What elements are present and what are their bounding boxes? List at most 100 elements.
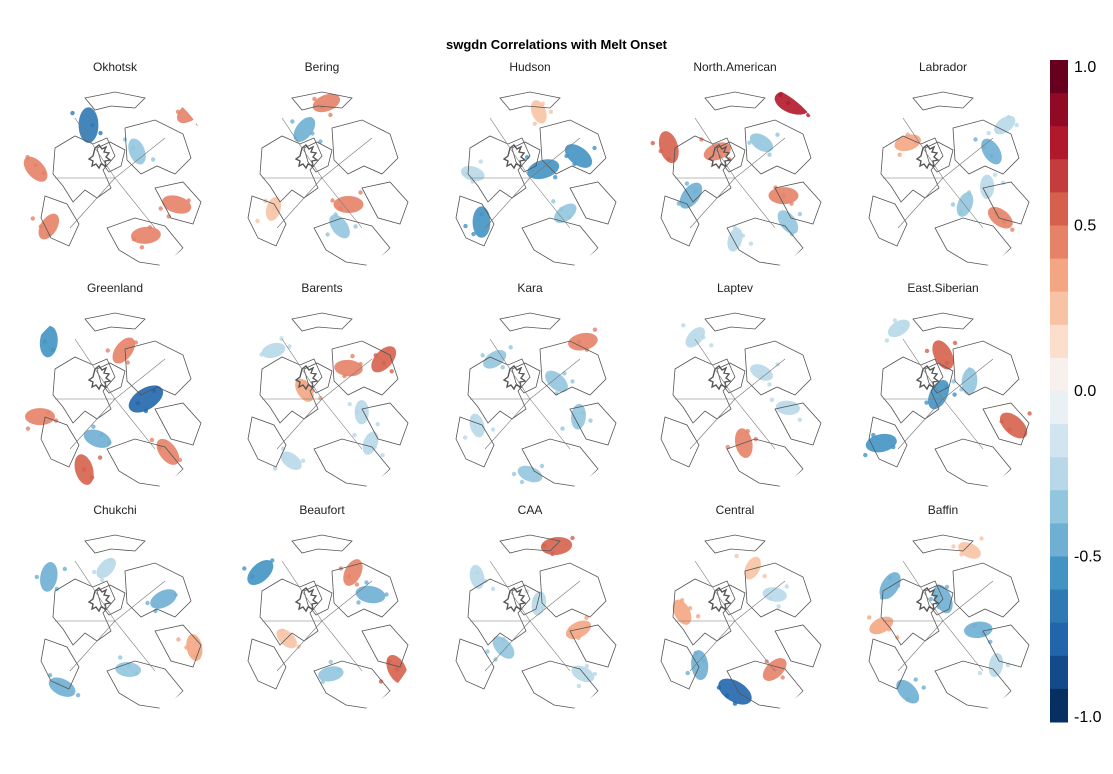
correlation-patch xyxy=(247,559,274,586)
correlation-patch xyxy=(280,451,302,470)
coastline xyxy=(331,119,399,175)
correlation-patch xyxy=(293,117,316,142)
correlation-speck xyxy=(325,232,330,237)
correlation-speck xyxy=(740,233,746,238)
polar-map xyxy=(867,534,1030,710)
correlation-speck xyxy=(900,326,906,331)
correlation-speck xyxy=(951,544,956,549)
correlation-speck xyxy=(30,216,35,221)
correlation-patch xyxy=(48,677,76,697)
correlation-speck xyxy=(576,635,581,640)
correlation-speck xyxy=(532,597,537,602)
coastline xyxy=(84,91,146,111)
panel-title: Kara xyxy=(517,281,543,295)
coastline xyxy=(40,416,80,468)
panel-title: CAA xyxy=(517,503,543,517)
colorbar-segment xyxy=(1050,93,1068,127)
correlation-speck xyxy=(328,659,333,665)
correlation-speck xyxy=(905,697,910,702)
correlation-speck xyxy=(1002,219,1007,224)
correlation-speck xyxy=(685,670,690,676)
correlation-speck xyxy=(356,600,361,605)
correlation-speck xyxy=(470,415,476,420)
correlation-speck xyxy=(394,667,400,672)
coastline xyxy=(569,181,617,225)
correlation-speck xyxy=(891,444,896,450)
map-panel: Barents xyxy=(222,281,422,503)
coastline xyxy=(313,217,391,267)
correlation-speck xyxy=(551,199,556,204)
correlation-speck xyxy=(580,410,585,415)
correlation-speck xyxy=(287,344,292,349)
map-panel: Kara xyxy=(430,281,630,503)
correlation-speck xyxy=(203,101,209,106)
correlation-speck xyxy=(358,361,363,367)
correlation-speck xyxy=(389,369,394,374)
correlation-speck xyxy=(701,335,706,340)
coastline xyxy=(313,438,391,488)
map-panel: Beaufort xyxy=(222,503,422,725)
correlation-speck xyxy=(570,535,575,541)
correlation-patch xyxy=(492,636,515,659)
coastline xyxy=(52,135,116,203)
colorbar-tick-label: 0.0 xyxy=(1074,383,1096,400)
map-panel: Bering xyxy=(222,60,422,282)
correlation-patch xyxy=(571,403,586,430)
correlation-speck xyxy=(979,536,984,541)
correlation-patch xyxy=(333,196,364,213)
correlation-speck xyxy=(139,245,145,250)
correlation-patch xyxy=(25,408,55,426)
correlation-speck xyxy=(952,392,957,397)
correlation-speck xyxy=(312,96,317,102)
correlation-speck xyxy=(553,175,558,180)
colorbar-tick-label: 1.0 xyxy=(1074,60,1096,76)
coastline xyxy=(511,141,541,173)
correlation-speck xyxy=(745,428,750,434)
correlation-speck xyxy=(100,577,105,583)
correlation-patch xyxy=(879,572,901,600)
correlation-speck xyxy=(778,92,783,98)
correlation-speck xyxy=(764,659,769,664)
correlation-patch xyxy=(128,138,146,165)
correlation-speck xyxy=(318,139,323,144)
coastline xyxy=(521,217,599,267)
correlation-patch xyxy=(162,195,192,214)
correlation-patch xyxy=(112,337,136,364)
region-boundary xyxy=(675,117,786,229)
correlation-speck xyxy=(192,653,197,658)
correlation-patch xyxy=(750,364,773,381)
coastline xyxy=(52,578,116,646)
correlation-speck xyxy=(75,693,81,698)
correlation-patch xyxy=(727,227,743,252)
correlation-patch xyxy=(564,144,593,168)
coastline xyxy=(247,638,287,690)
region-boundary xyxy=(262,117,373,229)
coastline xyxy=(660,195,700,247)
correlation-speck xyxy=(352,432,357,438)
correlation-speck xyxy=(50,347,55,352)
correlation-speck xyxy=(913,140,918,145)
correlation-patch xyxy=(329,214,350,239)
colorbar-segment xyxy=(1050,324,1068,359)
correlation-speck xyxy=(346,574,352,579)
correlation-speck xyxy=(548,109,553,114)
map-panel: Okhotsk xyxy=(15,60,215,282)
correlation-patch xyxy=(777,210,799,234)
correlation-patch xyxy=(545,370,568,393)
correlation-speck xyxy=(462,171,467,176)
region-boundary xyxy=(55,338,166,450)
correlation-patch xyxy=(472,206,491,238)
coastline xyxy=(912,91,974,111)
correlation-speck xyxy=(355,410,360,415)
correlation-speck xyxy=(62,566,67,572)
correlation-speck xyxy=(280,628,285,633)
coastline xyxy=(96,362,126,394)
correlation-patch xyxy=(987,206,1013,229)
correlation-patch xyxy=(334,359,363,377)
correlation-speck xyxy=(692,189,698,194)
correlation-speck xyxy=(540,101,545,106)
correlation-speck xyxy=(769,397,775,402)
correlation-patch xyxy=(78,107,99,143)
colorbar-segment xyxy=(1050,589,1068,624)
correlation-speck xyxy=(333,212,338,217)
